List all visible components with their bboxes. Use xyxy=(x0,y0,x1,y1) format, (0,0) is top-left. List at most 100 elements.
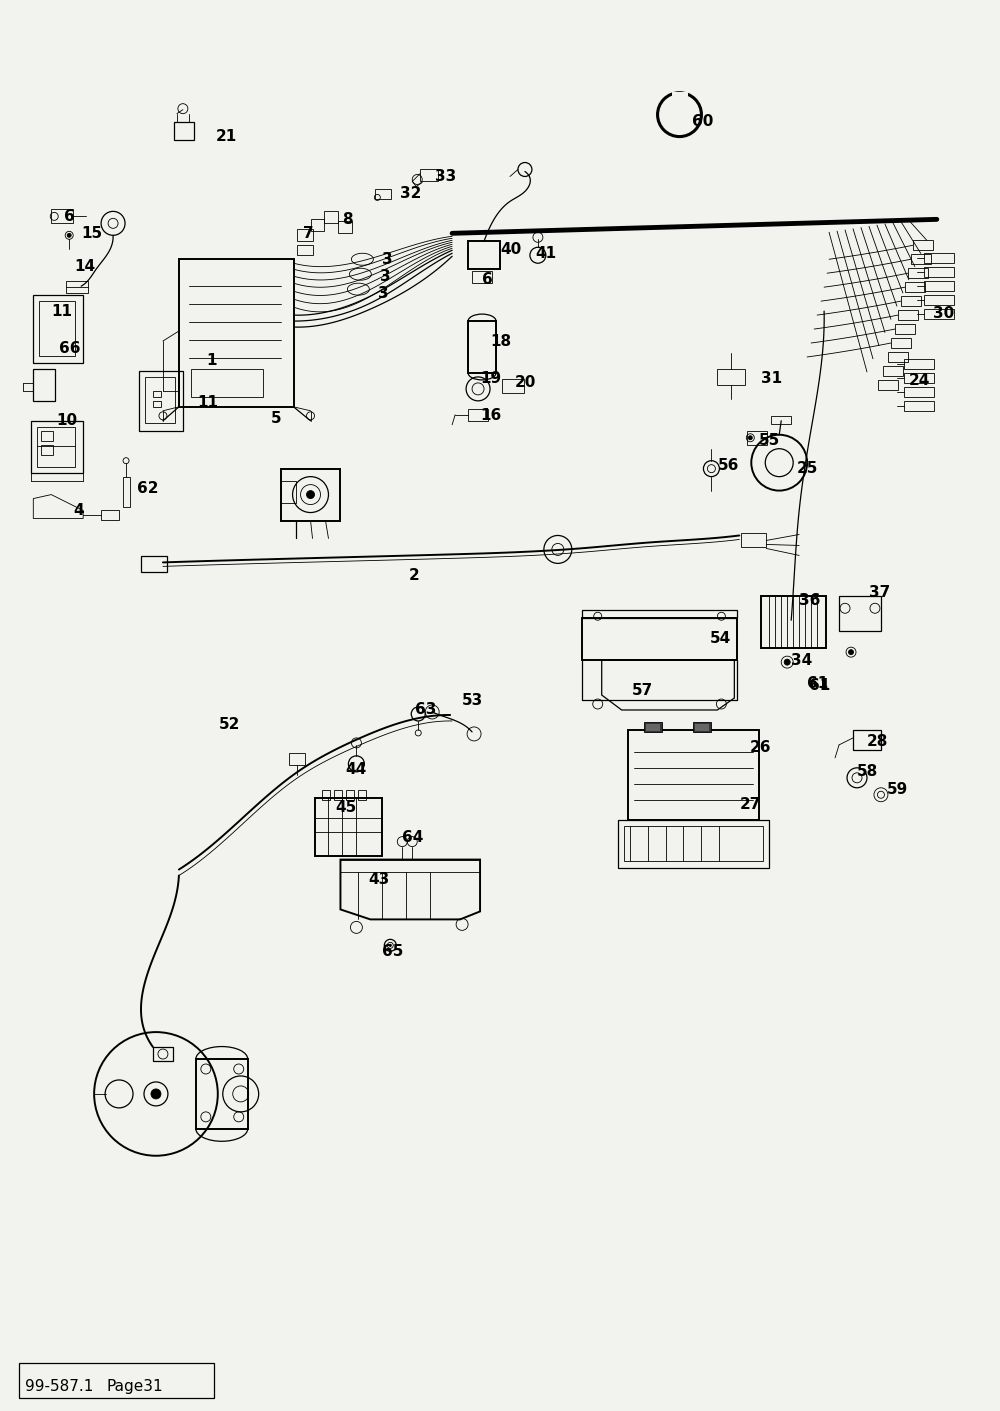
Text: 20: 20 xyxy=(515,375,536,391)
Circle shape xyxy=(784,659,790,665)
Text: 64: 64 xyxy=(402,830,424,845)
Text: 6: 6 xyxy=(64,209,75,224)
Bar xyxy=(281,481,296,502)
Bar xyxy=(39,301,75,356)
Text: 24: 24 xyxy=(909,374,930,388)
Bar xyxy=(322,790,330,800)
Text: 3: 3 xyxy=(380,268,391,284)
Bar xyxy=(141,556,167,573)
Text: 65: 65 xyxy=(382,944,404,959)
Bar xyxy=(33,368,55,401)
Text: 7: 7 xyxy=(303,226,313,241)
Bar xyxy=(358,790,366,800)
Bar xyxy=(913,240,933,250)
Bar xyxy=(145,377,175,423)
Bar xyxy=(468,322,496,373)
Text: 14: 14 xyxy=(74,258,95,274)
Text: 66: 66 xyxy=(59,341,81,357)
Bar xyxy=(37,426,75,467)
Bar xyxy=(672,92,688,100)
Bar xyxy=(904,401,934,411)
Bar xyxy=(472,271,492,284)
Bar xyxy=(123,477,130,507)
Bar xyxy=(839,597,881,631)
Bar xyxy=(888,351,908,363)
Text: 1: 1 xyxy=(206,354,216,368)
Bar xyxy=(908,268,928,278)
Bar xyxy=(924,281,954,291)
Circle shape xyxy=(389,944,392,947)
Bar xyxy=(624,825,763,861)
Bar xyxy=(628,729,759,820)
Bar xyxy=(924,253,954,264)
Bar xyxy=(741,533,766,547)
Text: 8: 8 xyxy=(342,212,353,227)
Bar xyxy=(324,212,338,223)
Bar xyxy=(502,380,524,392)
Bar xyxy=(153,401,161,406)
Text: 11: 11 xyxy=(197,395,218,411)
Text: 53: 53 xyxy=(462,693,483,707)
Bar xyxy=(297,246,313,255)
Text: 56: 56 xyxy=(717,459,739,473)
Text: 18: 18 xyxy=(490,333,511,349)
Bar xyxy=(346,790,354,800)
Bar xyxy=(41,430,53,440)
Text: 6: 6 xyxy=(482,272,493,286)
Bar xyxy=(853,729,881,749)
Bar xyxy=(747,430,767,444)
Text: 31: 31 xyxy=(761,371,782,387)
Text: 37: 37 xyxy=(869,584,890,600)
Bar xyxy=(468,409,488,420)
Bar xyxy=(895,325,915,334)
Text: 33: 33 xyxy=(435,169,456,183)
Bar xyxy=(375,189,391,199)
Text: 99-587.1: 99-587.1 xyxy=(25,1379,94,1394)
Text: 5: 5 xyxy=(271,411,281,426)
Bar xyxy=(878,380,898,389)
Text: 27: 27 xyxy=(739,797,761,813)
Bar xyxy=(51,209,73,223)
Text: 60: 60 xyxy=(692,114,714,130)
Circle shape xyxy=(67,233,71,237)
Text: 55: 55 xyxy=(759,433,781,449)
Text: 4: 4 xyxy=(73,504,84,518)
Bar xyxy=(618,820,769,868)
Bar xyxy=(420,169,438,182)
Bar xyxy=(883,365,903,375)
Bar xyxy=(66,281,88,293)
Bar xyxy=(41,444,53,454)
Text: 21: 21 xyxy=(216,128,237,144)
Bar xyxy=(891,339,911,349)
Text: 10: 10 xyxy=(56,413,77,429)
Text: 52: 52 xyxy=(219,717,240,732)
Bar xyxy=(644,722,662,732)
Bar xyxy=(924,267,954,277)
Text: 41: 41 xyxy=(535,246,556,261)
Bar xyxy=(761,597,826,648)
Text: 61: 61 xyxy=(809,677,830,693)
Text: 25: 25 xyxy=(797,461,819,476)
Text: 11: 11 xyxy=(51,303,72,319)
Bar xyxy=(311,219,324,231)
Bar xyxy=(898,310,918,320)
Text: 15: 15 xyxy=(81,226,102,241)
Bar xyxy=(174,121,194,140)
Text: 40: 40 xyxy=(500,241,521,257)
Bar xyxy=(334,790,342,800)
Text: 63: 63 xyxy=(415,703,437,717)
Text: 58: 58 xyxy=(857,765,878,779)
Text: 54: 54 xyxy=(709,631,731,646)
Text: 28: 28 xyxy=(867,734,888,749)
Text: 16: 16 xyxy=(480,408,501,423)
Text: 57: 57 xyxy=(632,683,653,697)
Bar xyxy=(338,222,352,233)
Text: 62: 62 xyxy=(137,481,159,497)
Text: 45: 45 xyxy=(335,800,357,816)
Bar xyxy=(196,1060,248,1129)
Bar xyxy=(771,416,791,423)
Bar xyxy=(33,295,83,363)
Text: Page31: Page31 xyxy=(106,1379,163,1394)
Text: 34: 34 xyxy=(791,653,812,667)
Bar xyxy=(179,260,294,406)
